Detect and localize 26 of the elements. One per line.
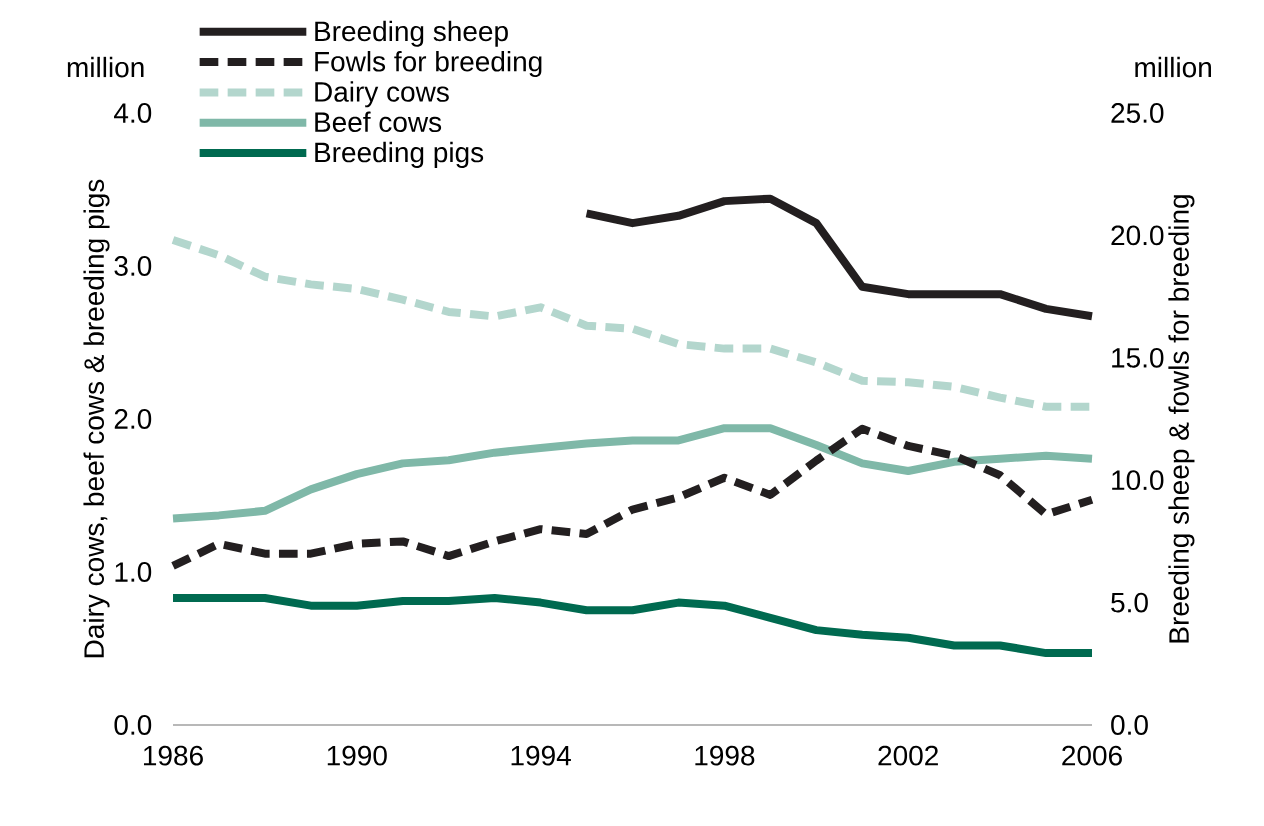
y2-tick-label: 25.0	[1111, 103, 1164, 123]
legend-label: Dairy cows	[315, 81, 449, 108]
y2-tick-label: 15.0	[1112, 347, 1164, 368]
y-tick-label: 0.0	[114, 715, 152, 735]
x-tick-label: 2006	[1062, 745, 1122, 766]
y-tick-label: 3.0	[114, 256, 152, 276]
x-tick-label: 2002	[878, 745, 938, 766]
y2-tick-label: 10.0	[1112, 470, 1164, 491]
y-axis-title: Dairy cows, beef cows & breeding pigs	[83, 179, 110, 658]
x-tick-label: 1998	[695, 745, 755, 766]
text: million	[67, 56, 144, 78]
legend-label: Beef cows	[315, 111, 442, 133]
y-tick-label: 1.0	[115, 562, 152, 582]
y2-tick-label: 0.0	[1111, 715, 1148, 735]
legend-label: Breeding pigs	[315, 141, 484, 168]
y-tick-label: 4.0	[114, 103, 152, 123]
y2-tick-label: 20.0	[1111, 225, 1164, 246]
y-tick-label: 2.0	[114, 409, 152, 429]
x-tick-label: 1986	[143, 745, 203, 766]
x-tick-label: 1990	[327, 745, 387, 766]
y2-axis-title: Breeding sheep & fowls for breeding	[1168, 195, 1195, 643]
legend-label: Fowls for breeding	[315, 50, 542, 78]
text: million	[1135, 56, 1211, 78]
legend-label: Breeding sheep	[315, 20, 508, 47]
x-tick-label: 1994	[511, 745, 571, 766]
y2-tick-label: 5.0	[1111, 592, 1148, 613]
